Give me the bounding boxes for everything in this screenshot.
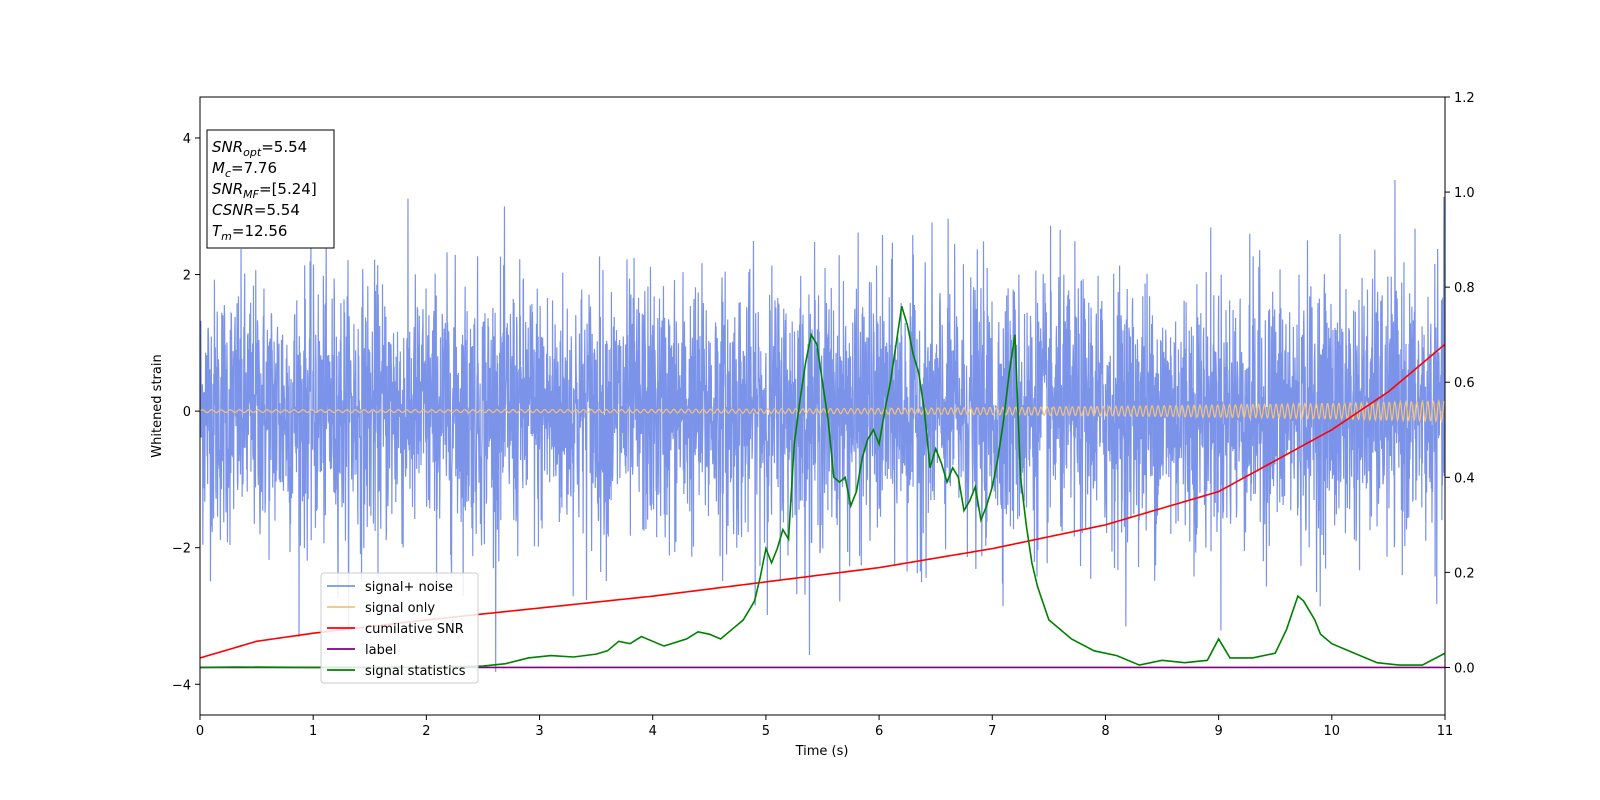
x-axis-label: Time (s) (795, 744, 849, 759)
x-tick-label: 2 (422, 724, 430, 739)
x-tick-label: 3 (535, 724, 543, 739)
info-line: SNRopt=5.54 (212, 138, 307, 159)
x-tick-label: 7 (988, 724, 996, 739)
x-tick-label: 9 (1214, 724, 1222, 739)
series-signal-only (200, 398, 1445, 424)
x-axis: 0 1 2 3 4 5 6 7 8 9 10 11 (196, 715, 1453, 739)
legend-label: signal statistics (365, 664, 466, 679)
legend-label: signal+ noise (365, 580, 453, 595)
series-signal-noise (200, 179, 1445, 673)
y2-tick-label: 0.6 (1454, 376, 1475, 391)
x-tick-label: 0 (196, 724, 204, 739)
x-tick-label: 10 (1324, 724, 1341, 739)
y-axis-right: 0.0 0.2 0.4 0.6 0.8 1.0 1.2 (1445, 91, 1475, 676)
x-tick-label: 5 (762, 724, 770, 739)
legend-label: label (365, 643, 396, 658)
legend-label: signal only (365, 601, 435, 616)
series-signal-statistics (200, 305, 1445, 669)
legend: signal+ noise signal only cumilative SNR la… (320, 572, 479, 684)
y-tick-label: 4 (183, 132, 191, 147)
y2-tick-label: 0.2 (1454, 566, 1475, 581)
info-line: SNRMF=[5.24] (212, 180, 317, 201)
x-tick-label: 4 (649, 724, 657, 739)
y-tick-label: −4 (172, 678, 191, 693)
y-axis-label: Whitened strain (150, 354, 165, 457)
x-tick-label: 6 (875, 724, 883, 739)
y2-tick-label: 0.0 (1454, 661, 1475, 676)
y2-tick-label: 0.8 (1454, 281, 1475, 296)
legend-label: cumilative SNR (365, 622, 464, 637)
y2-tick-label: 1.2 (1454, 91, 1475, 106)
y-tick-label: 0 (183, 405, 191, 420)
info-line: Tm=12.56 (212, 222, 287, 243)
info-line: CSNR=5.54 (212, 201, 300, 219)
x-tick-label: 8 (1101, 724, 1109, 739)
x-tick-label: 11 (1437, 724, 1454, 739)
y-tick-label: 2 (183, 269, 191, 284)
y-axis-left: −4 −2 0 2 4 (172, 132, 200, 693)
x-tick-label: 1 (309, 724, 317, 739)
plot-frame (199, 96, 1446, 716)
info-box-frame (206, 129, 335, 249)
y2-tick-label: 0.4 (1454, 471, 1475, 486)
info-line: Mc=7.76 (212, 159, 277, 180)
y-tick-label: −2 (172, 542, 191, 557)
legend-frame (320, 572, 479, 684)
y2-tick-label: 1.0 (1454, 186, 1475, 201)
